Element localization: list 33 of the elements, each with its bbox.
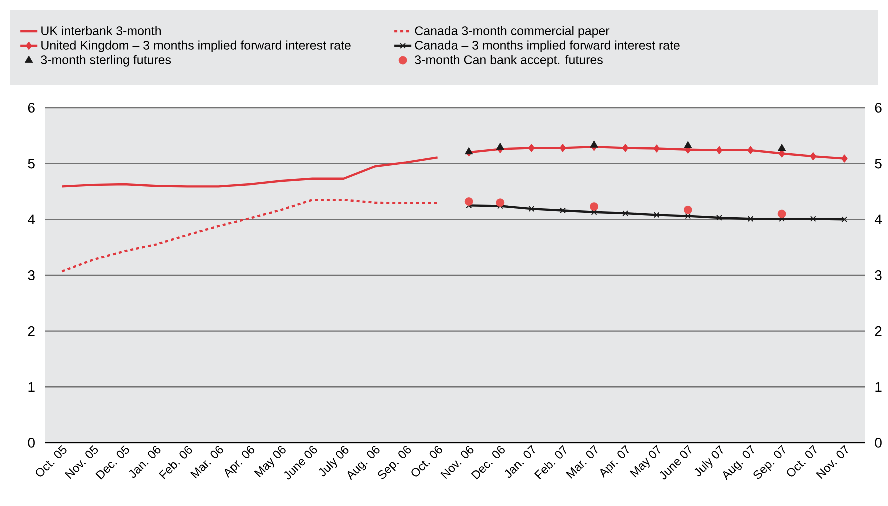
y2-tick-label: 5 bbox=[875, 158, 882, 169]
legend-label: UK interbank 3-month bbox=[42, 26, 161, 36]
y-tick-label: 5 bbox=[28, 158, 35, 169]
y-tick-label: 1 bbox=[28, 382, 35, 392]
legend-label: Canada – 3 months implied forward interest rate bbox=[415, 40, 680, 52]
x-tick-label: Nov. 07 bbox=[816, 445, 848, 480]
y2-tick-label: 4 bbox=[874, 214, 882, 224]
y2-tick-label: 3 bbox=[875, 270, 882, 280]
x-tick-label: Oct. 07 bbox=[787, 445, 817, 477]
legend-label: Canada 3-month commercial paper bbox=[415, 26, 610, 38]
x-tick-label: Aug. 07 bbox=[723, 445, 754, 480]
y-tick-label: 3 bbox=[28, 270, 35, 280]
x-tick-label: Apr. 07 bbox=[600, 445, 630, 478]
x-tick-label: May 06 bbox=[254, 446, 286, 478]
x-tick-label: May 07 bbox=[630, 445, 660, 478]
y-tick-label: 2 bbox=[28, 326, 35, 336]
x-tick-label: Feb. 07 bbox=[534, 445, 567, 480]
x-tick-label: Apr. 06 bbox=[224, 446, 255, 478]
y-tick-label: 4 bbox=[28, 214, 36, 224]
x-tick-label: July 07 bbox=[694, 445, 724, 477]
y-tick-label: 0 bbox=[28, 438, 35, 448]
y2-tick-label: 2 bbox=[875, 326, 882, 336]
y2-tick-label: 6 bbox=[875, 103, 882, 113]
legend-label: 3-month sterling futures bbox=[41, 55, 172, 67]
x-tick-label: Sep. 07 bbox=[754, 445, 786, 480]
x-tick-label: Jan. 07 bbox=[504, 445, 536, 478]
y-tick-label: 6 bbox=[28, 103, 35, 113]
legend-label: 3-month Can bank accept. futures bbox=[415, 55, 603, 67]
legend-label: United Kingdom – 3 months implied forward interest rate bbox=[42, 40, 351, 52]
x-tick-label: Mar. 07 bbox=[566, 445, 598, 479]
x-tick-label: July 06 bbox=[319, 446, 349, 477]
y2-tick-label: 0 bbox=[875, 438, 882, 448]
y2-tick-label: 1 bbox=[876, 382, 882, 392]
